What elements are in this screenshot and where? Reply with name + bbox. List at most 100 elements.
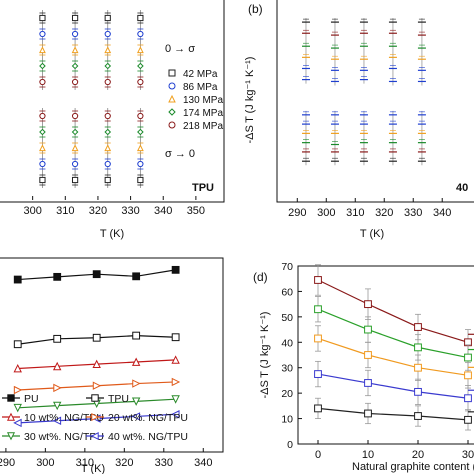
data-point (171, 333, 180, 342)
data-point (364, 300, 372, 309)
data-point (137, 78, 144, 86)
panel-d-frame (297, 265, 474, 445)
legend-label: 174 MPa (183, 108, 223, 119)
panel-b-xlabel: T (K) (360, 228, 384, 240)
x-tick-label: 310 (56, 205, 74, 217)
panel-a-frame (0, 0, 225, 203)
data-point (39, 30, 46, 38)
x-tick-label: 330 (404, 207, 422, 219)
data-point (92, 381, 102, 390)
x-tick-label: 310 (76, 457, 94, 469)
data-point (104, 62, 112, 70)
panel-c-marks (13, 265, 181, 428)
data-point (39, 176, 46, 184)
data-point (314, 334, 322, 343)
legend-marker (90, 431, 99, 441)
y-tick-label: 70 (281, 261, 293, 273)
panel-d-ylabel: -ΔS T (J kg⁻¹ K⁻¹) (259, 312, 271, 399)
data-point (71, 144, 79, 152)
data-point (53, 272, 62, 281)
y-tick-label: 60 (281, 286, 293, 298)
data-point (314, 404, 322, 413)
x-tick-label: 330 (121, 205, 139, 217)
panel-c-frame (0, 257, 224, 453)
data-point (104, 128, 112, 136)
data-point (13, 340, 22, 349)
legend-marker (7, 394, 15, 402)
x-tick-label: 300 (23, 205, 41, 217)
y-tick-label: 40 (281, 337, 293, 349)
data-point (314, 370, 322, 378)
x-tick-label: 350 (187, 205, 205, 217)
data-point (39, 46, 46, 54)
x-tick-label: 340 (433, 207, 451, 219)
panel-c: 290 300 310 320 330 340 PU TPU 10 wt%. NG/TPU 20… (0, 257, 224, 474)
panel-c-legend: PU TPU 10 wt%. NG/TPU 20 wt%. NG/TPU 30 wt%.… (2, 393, 188, 443)
data-point (104, 78, 111, 86)
x-tick-label: 30 (462, 449, 474, 461)
series-line (317, 337, 469, 376)
legend-marker (168, 82, 176, 90)
data-point (104, 30, 111, 38)
legend-marker (91, 394, 99, 402)
legend-label: 42 MPa (183, 69, 218, 80)
data-point (132, 272, 141, 281)
legend-marker (6, 412, 16, 421)
data-point (104, 144, 112, 152)
data-point (314, 276, 322, 284)
data-point (104, 14, 111, 22)
panel-b-marks (301, 18, 426, 166)
data-point (136, 144, 144, 152)
legend-marker (168, 69, 176, 77)
legend-label: 10 wt%. NG/TPU (24, 412, 104, 424)
panel-d-label: (d) (253, 270, 268, 284)
data-point (171, 410, 180, 419)
legend-marker (168, 108, 176, 116)
data-point (53, 334, 62, 343)
data-point (71, 78, 79, 86)
x-tick-label: 290 (0, 457, 15, 469)
panel-c-ticks: 290 300 310 320 330 340 (0, 448, 212, 469)
data-point (71, 160, 79, 168)
x-tick-label: 300 (36, 457, 54, 469)
data-point (414, 412, 422, 420)
panel-a-annotation-bottom: σ → 0 (165, 148, 195, 160)
data-point (171, 265, 180, 274)
data-point (137, 160, 144, 168)
data-point (13, 275, 22, 284)
data-point (171, 355, 180, 364)
data-point (104, 46, 112, 54)
data-point (131, 397, 141, 406)
data-point (104, 112, 111, 120)
legend-marker (168, 121, 176, 129)
y-tick-label: 30 (281, 363, 293, 375)
x-tick-label: 340 (194, 457, 212, 469)
panel-a-ticks: 300 310 320 330 340 350 (23, 196, 205, 217)
data-point (13, 403, 22, 413)
panel-a-annotation-top: 0 → σ (165, 43, 195, 55)
data-point (71, 30, 79, 38)
panel-b: (b) 290 300 310 320 330 340 -ΔS T (J kg⁻¹ K⁻¹… (244, 0, 474, 240)
data-point (92, 333, 101, 342)
data-point (171, 395, 180, 404)
legend-marker (6, 432, 16, 441)
data-point (39, 144, 46, 152)
data-point (414, 323, 422, 331)
data-point (136, 46, 144, 54)
data-point (71, 128, 79, 136)
data-point (39, 62, 46, 70)
data-point (132, 331, 141, 340)
panel-a-marks (39, 10, 144, 188)
data-point (464, 353, 472, 362)
x-tick-label: 10 (362, 449, 374, 461)
data-point (137, 128, 144, 136)
series-line (317, 407, 469, 421)
x-tick-label: 320 (115, 457, 133, 469)
legend-label: TPU (108, 393, 129, 405)
data-point (137, 30, 144, 38)
legend-label: 130 MPa (183, 95, 223, 106)
y-tick-label: 50 (281, 312, 293, 324)
panel-b-material-label: 40 (456, 182, 468, 194)
data-point (13, 385, 23, 395)
